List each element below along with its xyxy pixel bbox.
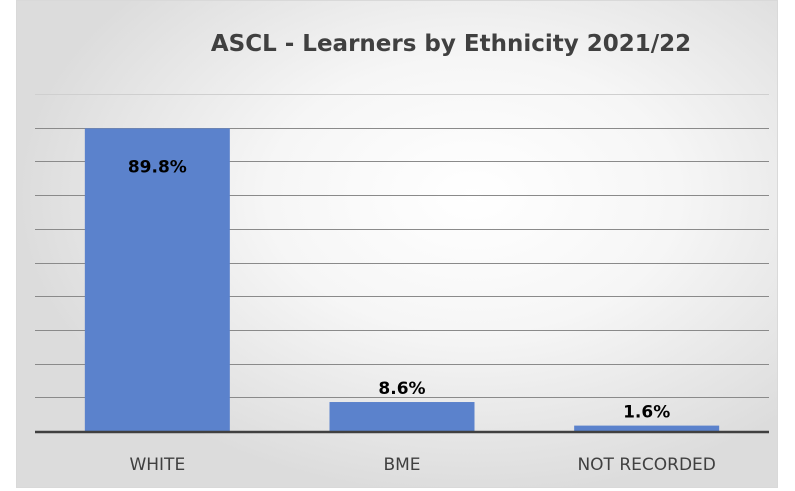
- data-label: 1.6%: [623, 403, 670, 423]
- chart-area: ASCL - Learners by Ethnicity 2021/22 89.…: [16, 0, 778, 488]
- chart-title: ASCL - Learners by Ethnicity 2021/22: [210, 31, 692, 57]
- plot-area: 89.8% WHITE 8.6% BME 1.6% NOT RECORDED: [35, 94, 769, 475]
- bar-white: [84, 128, 230, 431]
- data-label: 89.8%: [128, 157, 187, 177]
- data-label: 8.6%: [378, 379, 425, 399]
- category-label: BME: [383, 455, 420, 475]
- category-label: NOT RECORDED: [577, 455, 715, 475]
- category-label: WHITE: [129, 455, 185, 475]
- bar-bme: [329, 402, 475, 431]
- bar-not-recorded: [574, 425, 720, 431]
